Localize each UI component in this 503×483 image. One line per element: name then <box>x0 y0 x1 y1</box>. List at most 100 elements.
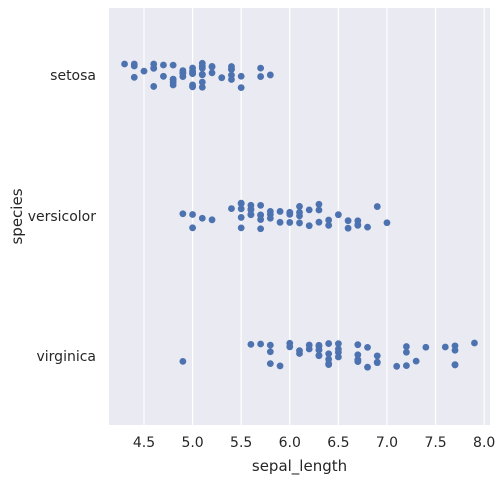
point-versicolor <box>257 225 265 233</box>
point-setosa <box>189 69 196 76</box>
point-virginica <box>354 341 362 349</box>
point-setosa <box>198 78 206 86</box>
point-setosa <box>169 81 177 89</box>
point-versicolor <box>315 206 323 214</box>
point-setosa <box>257 64 265 72</box>
point-versicolor <box>237 224 245 232</box>
point-setosa <box>150 83 158 90</box>
point-versicolor <box>237 214 245 221</box>
point-virginica <box>296 350 303 357</box>
point-virginica <box>266 360 274 368</box>
point-setosa <box>198 59 206 67</box>
point-versicolor <box>247 211 255 219</box>
point-versicolor <box>276 208 284 215</box>
point-versicolor <box>325 216 333 224</box>
point-setosa <box>140 67 148 75</box>
point-versicolor <box>315 200 323 208</box>
y-tick-labels: setosa versicolor virginica <box>28 68 97 365</box>
point-versicolor <box>189 211 196 218</box>
point-setosa <box>150 64 158 72</box>
point-virginica <box>266 341 274 349</box>
point-setosa <box>237 84 245 92</box>
point-virginica <box>412 357 420 365</box>
point-virginica <box>403 348 410 356</box>
point-versicolor <box>296 208 303 216</box>
point-setosa <box>169 61 177 69</box>
data-points <box>121 59 478 371</box>
point-virginica <box>354 356 362 364</box>
x-axis-label: sepal_length <box>252 457 347 476</box>
point-versicolor <box>179 210 187 218</box>
y-tick-label-versicolor: versicolor <box>28 209 97 225</box>
x-tick-label: 6.5 <box>327 435 349 451</box>
point-versicolor <box>237 205 245 213</box>
x-tick-label: 7.5 <box>424 435 446 451</box>
point-setosa <box>257 73 265 80</box>
point-setosa <box>218 74 226 82</box>
point-setosa <box>130 73 138 81</box>
x-tick-label: 4.5 <box>133 435 155 451</box>
point-setosa <box>208 63 216 70</box>
point-virginica <box>315 346 323 354</box>
point-virginica <box>373 358 381 366</box>
point-setosa <box>266 71 274 79</box>
point-versicolor <box>247 201 255 209</box>
point-virginica <box>247 340 255 348</box>
point-setosa <box>160 72 167 80</box>
point-virginica <box>441 343 449 351</box>
point-virginica <box>334 340 342 348</box>
point-versicolor <box>296 219 303 227</box>
point-virginica <box>325 350 333 358</box>
point-versicolor <box>315 218 323 226</box>
y-tick-label-virginica: virginica <box>37 349 97 365</box>
x-tick-label: 5.5 <box>230 435 252 451</box>
point-virginica <box>364 363 371 371</box>
point-versicolor <box>257 201 265 209</box>
point-setosa <box>121 60 128 68</box>
x-tick-labels: 4.5 5.0 5.5 6.0 6.5 7.0 7.5 8.0 <box>133 435 495 451</box>
point-versicolor <box>189 224 196 232</box>
point-virginica <box>403 343 410 350</box>
point-versicolor <box>286 209 294 217</box>
point-versicolor <box>305 206 313 214</box>
point-virginica <box>364 343 371 351</box>
point-virginica <box>373 352 381 360</box>
point-versicolor <box>237 199 245 207</box>
point-virginica <box>276 362 284 370</box>
point-setosa <box>130 60 138 68</box>
point-virginica <box>422 343 430 351</box>
point-setosa <box>228 65 235 73</box>
point-virginica <box>403 362 410 370</box>
point-virginica <box>325 355 333 363</box>
point-virginica <box>354 351 362 359</box>
point-versicolor <box>373 203 381 210</box>
point-virginica <box>286 339 294 347</box>
point-setosa <box>228 76 235 83</box>
x-tick-label: 6.0 <box>279 435 301 451</box>
point-versicolor <box>383 219 391 227</box>
point-versicolor <box>334 211 342 219</box>
point-virginica <box>393 362 401 370</box>
point-setosa <box>237 72 245 80</box>
point-virginica <box>257 340 265 348</box>
point-versicolor <box>266 208 274 215</box>
point-virginica <box>451 361 459 369</box>
point-virginica <box>179 357 187 365</box>
point-versicolor <box>344 224 352 232</box>
point-virginica <box>325 340 333 347</box>
point-virginica <box>305 341 313 349</box>
x-tick-label: 8.0 <box>473 435 495 451</box>
point-setosa <box>198 64 206 72</box>
point-virginica <box>315 352 323 359</box>
point-versicolor <box>305 222 313 230</box>
point-setosa <box>179 67 187 74</box>
point-versicolor <box>266 214 274 222</box>
point-versicolor <box>344 217 352 225</box>
x-tick-label: 5.0 <box>181 435 203 451</box>
y-tick-label-setosa: setosa <box>50 68 96 84</box>
point-versicolor <box>276 218 284 226</box>
x-tick-label: 7.0 <box>376 435 398 451</box>
point-virginica <box>334 348 342 356</box>
point-versicolor <box>325 221 333 229</box>
